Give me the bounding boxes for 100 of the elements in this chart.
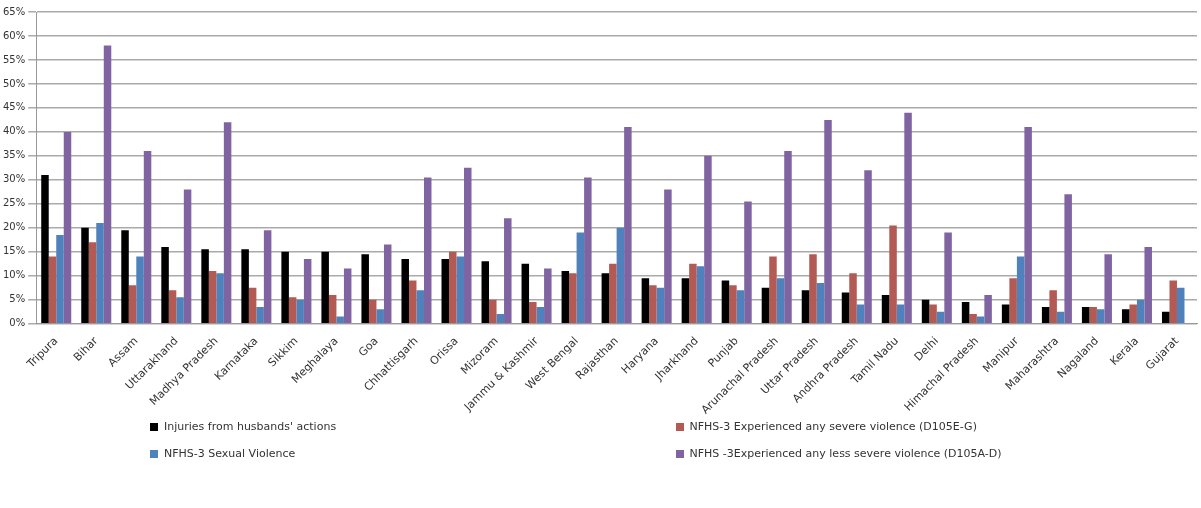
bar — [416, 290, 424, 323]
bar — [1144, 246, 1152, 323]
bar — [136, 256, 144, 323]
bar — [1009, 278, 1017, 323]
bar — [984, 294, 992, 323]
bar — [504, 218, 512, 323]
bar — [343, 268, 352, 323]
bar — [401, 258, 409, 323]
bar — [521, 263, 530, 323]
y-tick-label: 50% — [2, 77, 26, 89]
y-tick-label: 5% — [9, 293, 26, 305]
bar — [761, 287, 770, 323]
bar — [544, 268, 552, 323]
bar — [296, 299, 304, 323]
bar — [121, 230, 129, 323]
bar — [1049, 290, 1057, 323]
y-tick-label: 65% — [2, 5, 26, 17]
legend-label: Injuries from husbands' actions — [164, 420, 337, 433]
bar — [536, 306, 545, 323]
y-tick-label: 45% — [2, 101, 26, 113]
bar — [529, 302, 537, 323]
bar — [456, 256, 465, 323]
bar — [1024, 127, 1032, 323]
bar — [96, 222, 104, 323]
bar — [609, 263, 617, 323]
bar — [784, 151, 792, 323]
bar — [961, 302, 970, 323]
bar — [263, 230, 272, 323]
bar — [856, 304, 865, 323]
bar — [1056, 311, 1065, 323]
bar — [88, 242, 97, 323]
bar — [489, 299, 497, 323]
bar — [1041, 306, 1050, 323]
bar — [103, 45, 112, 323]
y-tick-label: 0% — [9, 317, 26, 329]
bar — [624, 127, 632, 323]
bar — [601, 273, 610, 323]
bar — [681, 278, 690, 323]
bar — [936, 311, 945, 323]
y-tick-label: 40% — [2, 125, 26, 137]
bar — [904, 112, 912, 323]
bar — [1136, 299, 1145, 323]
bar — [649, 285, 657, 323]
bar — [281, 251, 289, 323]
bar — [143, 151, 152, 323]
bar — [376, 309, 384, 323]
bar — [1169, 280, 1177, 323]
bar — [168, 290, 177, 323]
bar — [1121, 309, 1130, 323]
bar — [881, 294, 890, 323]
bar — [721, 280, 730, 323]
bar — [776, 278, 785, 323]
bar — [704, 155, 712, 323]
bar — [849, 273, 857, 323]
bar — [383, 244, 392, 323]
bar — [241, 249, 249, 323]
bar — [449, 251, 457, 323]
bar — [736, 290, 745, 323]
bar — [584, 177, 592, 323]
bar — [569, 273, 577, 323]
bar — [1016, 256, 1025, 323]
bar — [664, 189, 672, 323]
bar — [744, 201, 752, 323]
bar — [1089, 306, 1097, 323]
bar — [576, 232, 585, 323]
bar — [441, 258, 449, 323]
bar — [216, 273, 224, 323]
bar — [816, 282, 825, 323]
bar — [48, 256, 57, 323]
bar — [696, 266, 705, 323]
bar — [176, 297, 184, 323]
bar — [769, 256, 777, 323]
bar — [929, 304, 937, 323]
bar — [841, 292, 850, 323]
bar — [223, 122, 232, 323]
bar — [1096, 309, 1105, 323]
y-tick-label: 30% — [2, 173, 26, 185]
y-tick-label: 55% — [2, 53, 26, 65]
bar — [201, 249, 209, 323]
legend-label: NFHS-3 Sexual Violence — [164, 447, 296, 460]
bar — [889, 225, 897, 323]
bar — [1104, 254, 1112, 323]
bar — [729, 285, 737, 323]
bar — [824, 119, 832, 323]
y-tick-label: 60% — [2, 29, 26, 41]
bar — [1176, 287, 1185, 323]
bar — [321, 251, 329, 323]
bar — [328, 294, 337, 323]
bar — [361, 254, 369, 323]
bar — [336, 316, 344, 323]
bar — [809, 254, 817, 323]
bar — [616, 227, 625, 323]
bar — [969, 314, 977, 323]
bar — [689, 263, 697, 323]
bar — [1161, 311, 1170, 323]
bar — [656, 287, 665, 323]
bar — [56, 234, 64, 323]
bar — [801, 290, 810, 323]
bar — [256, 306, 264, 323]
y-tick-label: 20% — [2, 221, 26, 233]
